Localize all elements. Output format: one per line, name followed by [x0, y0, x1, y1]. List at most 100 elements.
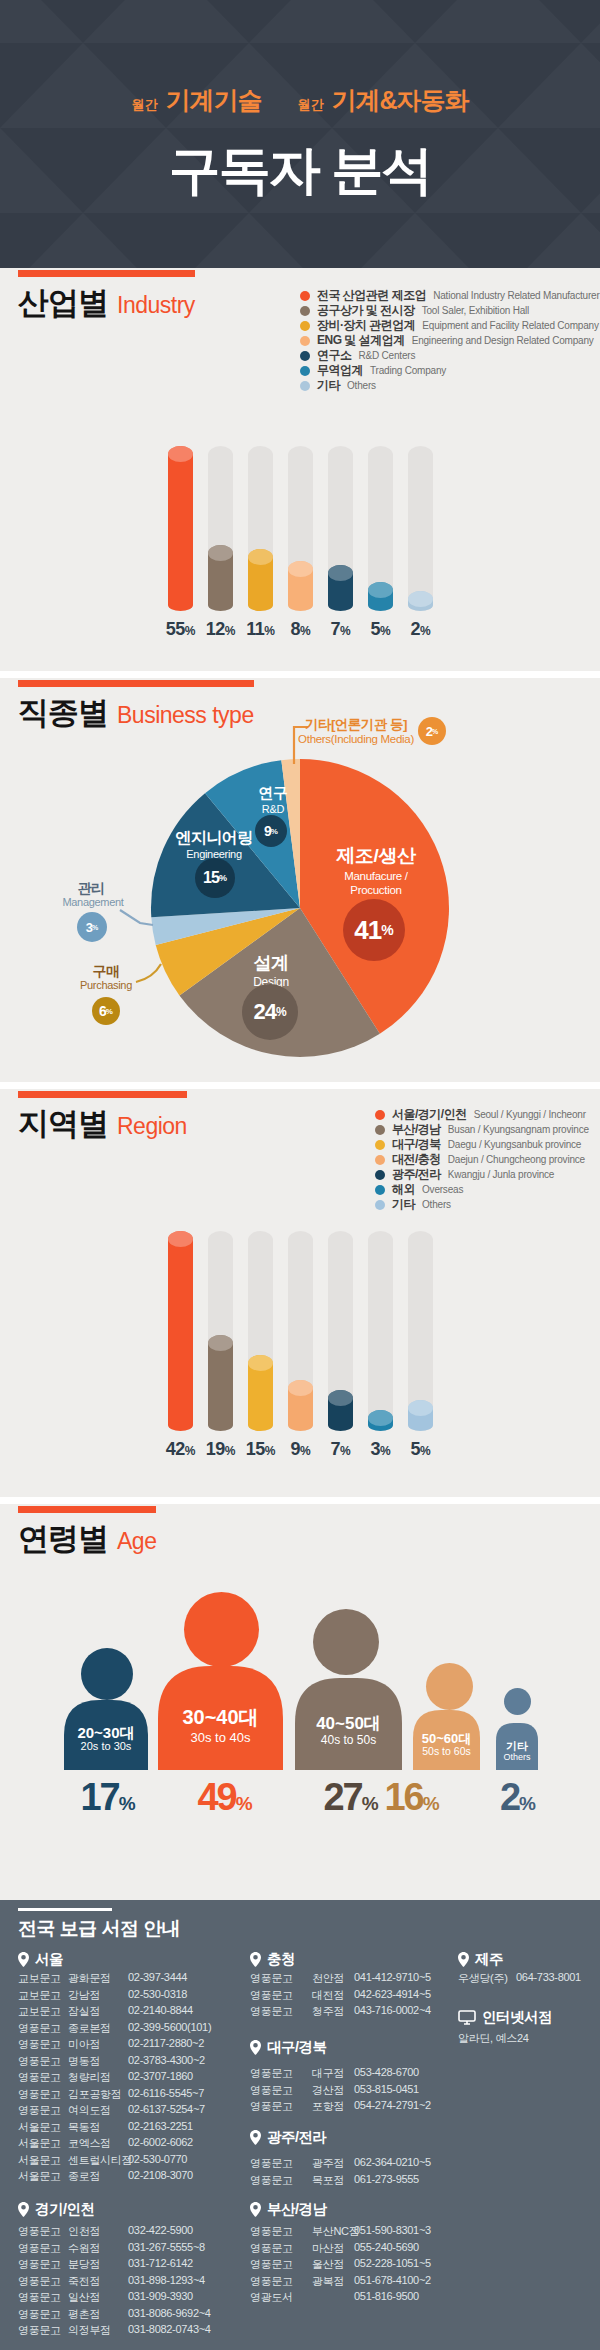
pie-slice-label-en: Purchasing: [80, 980, 132, 991]
footer-region-name: 대구/경북: [267, 2038, 327, 2057]
legend-item: 전국 산업관련 제조업National Industry Related Man…: [300, 288, 600, 303]
bar-top-ellipse: [328, 565, 353, 581]
section-age: 연령별Age 20~30대20s to 30s17%30~40대30s to 4…: [0, 1504, 600, 1900]
pie-slice-label: 기타[언론기관 등]: [305, 718, 407, 732]
bar-fill: [368, 582, 393, 611]
age-value-label: 16%: [362, 1776, 462, 1819]
bar-top-ellipse: [208, 545, 233, 561]
bookstore-branch: 명동점: [68, 2054, 100, 2069]
bookstore-phone: 053-428-6700: [354, 2066, 419, 2078]
bookstore-phone: 051-590-8301~3: [354, 2224, 431, 2236]
bookstore-branch: 광화문점: [68, 1971, 111, 1986]
pie-slice-label: 엔지니어링: [175, 830, 253, 846]
bookstore-name: 영풍문고: [250, 2066, 293, 2081]
bookstore-phone: 031-712-6142: [128, 2257, 193, 2269]
pie-slice-label: 구매: [93, 964, 120, 978]
section-region-title-en: Region: [117, 1113, 187, 1139]
bookstore-branch: 의정부점: [68, 2323, 111, 2338]
bookstore-phone: 02-397-3444: [128, 1971, 187, 1983]
footer-region-header: 경기/인천: [18, 2200, 95, 2219]
pie-slice-label: 관리: [78, 881, 105, 895]
footer-accent-line: [18, 1908, 112, 1911]
legend-item: 공구상가 및 전시장Tool Saler, Exhibition Hall: [300, 303, 529, 318]
pie-value-badge: 15%: [195, 858, 235, 898]
bookstore-phone: 032-422-5900: [128, 2224, 193, 2236]
section-age-title-en: Age: [117, 1528, 156, 1554]
bar-fill: [208, 545, 233, 611]
bookstore-name: 교보문고: [18, 1971, 61, 1986]
bar-top-ellipse: [288, 561, 313, 577]
section-industry: 산업별Industry 전국 산업관련 제조업National Industry…: [0, 268, 600, 671]
age-group-label: 기타: [506, 1741, 528, 1752]
age-group-label: 40~50대: [316, 1715, 381, 1732]
pie-callout-line: [136, 964, 161, 982]
legend-item: 광주/전라Kwangju / Junla province: [375, 1167, 554, 1182]
bar-fill: [288, 1380, 313, 1431]
bar-top-ellipse: [408, 1400, 433, 1416]
legend-label-en: Engineering and Design Related Company: [412, 335, 594, 346]
legend-label-en: Kwangju / Junla province: [448, 1169, 554, 1180]
bookstore-phone: 064-733-8001: [516, 1971, 581, 1983]
bookstore-name: 영풍문고: [18, 2021, 61, 2036]
legend-label-en: Others: [422, 1199, 451, 1210]
bookstore-name: 우생당(주): [458, 1971, 508, 1986]
section-region: 지역별Region 서울/경기/인천Seoul / Kyunggi / Inch…: [0, 1089, 600, 1497]
pin-icon: [458, 1952, 469, 1967]
footer-region-name: 인터넷서점: [482, 2008, 552, 2027]
bar-track: [368, 1231, 393, 1431]
monitor-icon: [458, 2010, 476, 2025]
legend-label-ko: 기타: [317, 377, 340, 394]
bar-top-ellipse: [368, 582, 393, 598]
bookstore-branch: 부산NC점: [312, 2224, 359, 2239]
bookstore-name: 영풍문고: [250, 2083, 293, 2098]
bookstore-name: 영풍문고: [18, 2290, 61, 2305]
legend-dot: [300, 321, 310, 331]
bar-top-ellipse: [248, 549, 273, 565]
magazine-titles: 월간 기계기술 월간 기계&자동화: [0, 84, 600, 117]
legend-label-en: National Industry Related Manufacturer: [433, 290, 599, 301]
bookstore-name: 영풍문고: [18, 2103, 61, 2118]
bookstore-phone: 02-3707-1860: [128, 2070, 193, 2082]
bookstore-branch: 일산점: [68, 2290, 100, 2305]
bookstore-name: 영풍문고: [18, 2257, 61, 2272]
bookstore-phone: 02-2108-3070: [128, 2169, 193, 2181]
bookstore-name: 영풍문고: [18, 2054, 61, 2069]
bar-fill: [368, 1410, 393, 1431]
legend-label-en: Tool Saler, Exhibition Hall: [422, 305, 529, 316]
age-group-label-en: 40s to 50s: [321, 1734, 376, 1746]
bookstore-branch: 포항점: [312, 2099, 344, 2114]
bookstore-name: 영풍문고: [250, 1988, 293, 2003]
bookstore-branch: 분당점: [68, 2257, 100, 2272]
pin-icon: [250, 2202, 261, 2217]
pie-slice-label-en: Procuction: [350, 885, 401, 897]
section-region-title-ko: 지역별: [18, 1106, 108, 1141]
legend-dot: [300, 381, 310, 391]
bookstore-name: 서울문고: [18, 2136, 61, 2151]
footer-title: 전국 보급 서점 안내: [18, 1916, 180, 1942]
bookstore-name: 영풍문고: [250, 2156, 293, 2171]
bookstore-phone: 054-274-2791~2: [354, 2099, 431, 2111]
bookstore-branch: 종로점: [68, 2169, 100, 2184]
bookstore-name: 교보문고: [18, 1988, 61, 2003]
bookstore-branch: 마산점: [312, 2241, 344, 2256]
bookstore-branch: 목동점: [68, 2120, 100, 2135]
bookstore-branch: 목포점: [312, 2173, 344, 2188]
bar-top-ellipse: [168, 446, 193, 462]
pin-icon: [18, 1952, 29, 1967]
legend-item: 해외Overseas: [375, 1182, 463, 1197]
bookstore-branch: 미아점: [68, 2037, 100, 2052]
section-age-title-ko: 연령별: [18, 1521, 108, 1556]
bookstore-name: 영풍문고: [250, 2173, 293, 2188]
footer-region-name: 부산/경남: [267, 2200, 327, 2219]
bookstore-branch: 종로본점: [68, 2021, 111, 2036]
age-value-label: 17%: [58, 1776, 158, 1819]
bar-fill: [408, 591, 433, 611]
pie-value-badge: 2%: [418, 717, 446, 745]
pie-value-badge: 6%: [92, 997, 120, 1025]
footer-region-header: 서울: [18, 1950, 63, 1969]
bookstore-branch: 강남점: [68, 1988, 100, 2003]
bookstore-phone: 041-412-9710~5: [354, 1971, 431, 1983]
legend-dot: [300, 306, 310, 316]
legend-dot: [300, 336, 310, 346]
bookstore-name: 영풍문고: [18, 2241, 61, 2256]
